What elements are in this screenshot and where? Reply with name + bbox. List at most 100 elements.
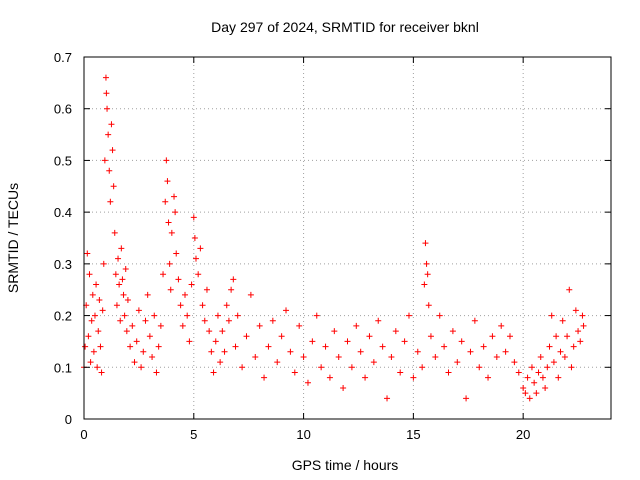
- data-point: [146, 333, 153, 340]
- data-point: [153, 369, 160, 376]
- data-point: [155, 343, 162, 350]
- y-axis-label: SRMTID / TECUs: [5, 183, 21, 293]
- x-tick-label: 0: [80, 427, 87, 442]
- data-point: [326, 374, 333, 381]
- data-point: [119, 276, 126, 283]
- data-point: [113, 302, 120, 309]
- data-point: [85, 333, 92, 340]
- data-point: [388, 353, 395, 360]
- plot-border: [83, 56, 612, 420]
- data-point: [115, 255, 122, 262]
- data-point: [335, 353, 342, 360]
- data-point: [123, 328, 130, 335]
- data-point: [287, 348, 294, 355]
- data-point: [172, 209, 179, 216]
- data-point: [557, 348, 564, 355]
- data-point: [90, 348, 97, 355]
- data-point: [445, 369, 452, 376]
- data-point: [96, 297, 103, 304]
- data-point: [564, 333, 571, 340]
- data-point: [197, 245, 204, 252]
- data-point: [436, 312, 443, 319]
- data-point: [467, 348, 474, 355]
- data-point: [425, 302, 432, 309]
- data-point: [219, 328, 226, 335]
- data-point: [105, 131, 112, 138]
- data-point: [151, 312, 158, 319]
- data-point: [117, 317, 124, 324]
- y-tick-label: 0.5: [54, 153, 72, 168]
- data-point: [528, 364, 535, 371]
- data-point: [421, 281, 428, 288]
- data-point: [432, 353, 439, 360]
- data-point: [171, 193, 178, 200]
- data-point: [555, 374, 562, 381]
- data-point: [195, 271, 202, 278]
- data-point: [103, 90, 110, 97]
- data-point: [489, 333, 496, 340]
- data-point: [217, 359, 224, 366]
- data-point: [100, 260, 107, 267]
- data-point: [524, 374, 531, 381]
- data-point: [206, 328, 213, 335]
- data-point: [454, 359, 461, 366]
- data-point: [122, 266, 129, 273]
- data-point: [322, 343, 329, 350]
- axis-ticks: [83, 56, 611, 420]
- data-point: [116, 281, 123, 288]
- data-point: [110, 183, 117, 190]
- data-point: [544, 364, 551, 371]
- data-point: [580, 322, 587, 329]
- data-point: [94, 364, 101, 371]
- data-point: [191, 235, 198, 241]
- data-point: [175, 276, 182, 283]
- x-tick-label: 10: [296, 427, 310, 442]
- data-point: [291, 369, 298, 376]
- y-tick-label: 0.7: [54, 50, 72, 65]
- data-point: [133, 338, 140, 345]
- data-point: [188, 281, 195, 288]
- data-point: [414, 348, 421, 355]
- data-point: [124, 297, 131, 304]
- data-point: [99, 307, 106, 314]
- x-tick-label: 5: [190, 427, 197, 442]
- data-point: [384, 395, 391, 402]
- data-point: [424, 271, 431, 278]
- data-point: [131, 359, 138, 366]
- data-point: [498, 322, 505, 329]
- data-point: [225, 317, 232, 324]
- data-point: [221, 348, 228, 355]
- data-point: [331, 328, 338, 335]
- data-point: [441, 343, 448, 350]
- data-point: [179, 322, 186, 329]
- data-point: [553, 333, 560, 340]
- data-point: [164, 178, 171, 185]
- data-point: [379, 343, 386, 350]
- data-point: [138, 364, 145, 371]
- data-point: [422, 240, 429, 247]
- data-point: [353, 322, 360, 329]
- data-point: [167, 286, 174, 293]
- data-point: [243, 333, 250, 340]
- data-point: [104, 105, 111, 112]
- data-point: [111, 229, 118, 236]
- y-tick-label: 0.1: [54, 360, 72, 375]
- data-point: [539, 374, 546, 381]
- data-point: [274, 359, 281, 366]
- data-point: [166, 260, 173, 267]
- data-point: [177, 302, 184, 309]
- data-point: [173, 250, 180, 257]
- y-tick-label: 0.2: [54, 309, 72, 324]
- data-points: [81, 74, 587, 402]
- data-point: [107, 198, 114, 205]
- data-point: [542, 384, 549, 391]
- data-point: [561, 353, 568, 360]
- data-point: [410, 374, 417, 381]
- data-point: [252, 353, 259, 360]
- data-point: [366, 333, 373, 340]
- data-point: [86, 271, 93, 278]
- data-point: [362, 374, 369, 381]
- x-tick-label: 20: [516, 427, 530, 442]
- data-point: [212, 338, 219, 345]
